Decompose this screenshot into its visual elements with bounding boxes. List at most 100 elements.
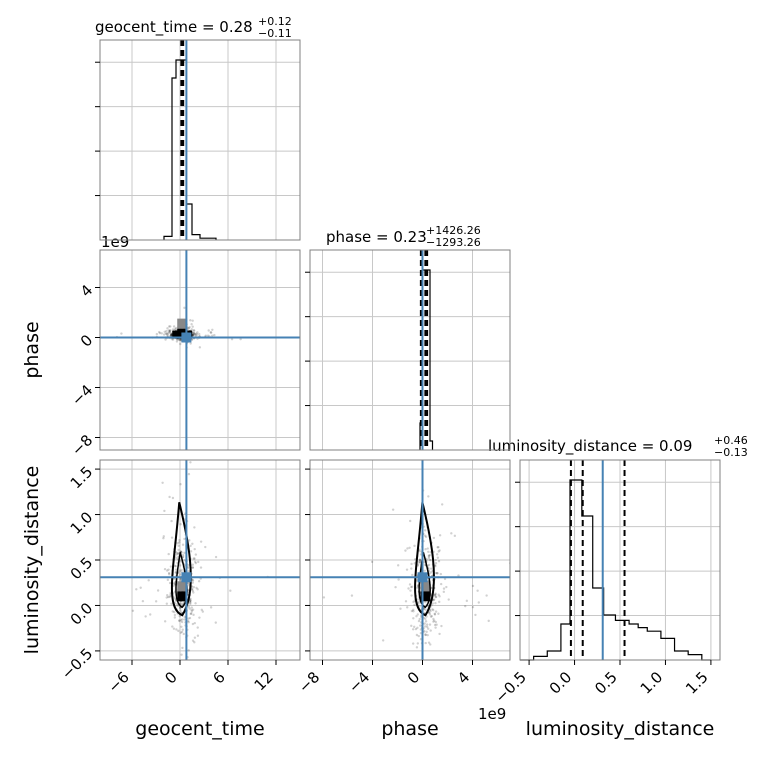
sample-point — [412, 608, 415, 612]
sample-point — [179, 338, 182, 342]
sample-point — [188, 599, 192, 602]
sample-point — [186, 619, 190, 623]
sample-point — [427, 550, 430, 553]
sample-point — [471, 584, 475, 588]
sample-point — [180, 568, 183, 572]
sample-point — [406, 547, 409, 550]
sample-point — [413, 625, 416, 629]
x-ticks-phase: −8 −4 0 4 — [295, 660, 473, 696]
x-tick-label: −8 — [295, 668, 323, 696]
sample-point — [180, 653, 183, 656]
sample-point — [181, 646, 184, 650]
sample-point — [413, 603, 416, 607]
sample-point — [423, 622, 426, 625]
sample-point — [396, 564, 400, 567]
sample-point — [434, 610, 438, 613]
title-phase-sub: −1293.26 — [426, 236, 481, 249]
sample-point — [391, 508, 395, 511]
sample-point — [405, 568, 409, 571]
sample-point — [168, 330, 171, 333]
sample-point — [170, 332, 173, 335]
x-tick-label: 0.5 — [591, 668, 621, 698]
y-tick-label: 0.5 — [67, 554, 97, 584]
sample-point — [191, 333, 195, 336]
sample-point — [207, 329, 210, 332]
sample-point — [170, 602, 173, 605]
scatter-panel-phase-luminosity_distance — [309, 459, 511, 667]
sample-point — [196, 588, 199, 591]
sample-point — [174, 326, 178, 330]
density-core — [420, 591, 431, 602]
x-tick-label: 0 — [161, 668, 180, 687]
sample-point — [199, 540, 203, 543]
scatter-points — [115, 306, 242, 349]
sample-point — [436, 571, 439, 575]
y-tick-label: −0.5 — [58, 645, 96, 683]
sample-point — [163, 330, 166, 334]
sample-point — [427, 563, 431, 567]
sample-point — [169, 334, 173, 337]
sample-point — [209, 331, 212, 334]
sample-point — [192, 329, 195, 332]
sample-point — [404, 549, 407, 552]
sample-point — [144, 615, 147, 618]
axes-frame — [99, 249, 301, 451]
density-shell — [177, 318, 188, 329]
sample-point — [419, 628, 423, 631]
sample-point — [417, 634, 420, 638]
sample-point — [436, 546, 439, 549]
sample-point — [211, 328, 214, 332]
sample-point — [426, 547, 429, 550]
sample-point — [408, 546, 411, 549]
sample-point — [431, 602, 434, 605]
sample-point — [429, 571, 433, 574]
sample-point — [166, 333, 169, 336]
sample-point — [438, 595, 441, 598]
sample-point — [464, 604, 467, 608]
sample-point — [191, 589, 194, 593]
sample-point — [434, 565, 437, 568]
sample-point — [174, 565, 177, 568]
sample-point — [439, 582, 443, 586]
sample-point — [433, 594, 437, 597]
sample-point — [181, 543, 185, 546]
sample-point — [196, 331, 199, 334]
sample-point — [434, 626, 437, 629]
scatter-points — [322, 489, 510, 667]
sample-point — [428, 623, 432, 626]
sample-point — [174, 568, 178, 571]
sample-point — [179, 631, 182, 634]
sample-point — [190, 338, 194, 342]
sample-point — [195, 333, 199, 336]
sample-point — [427, 641, 431, 644]
sample-point — [170, 519, 173, 523]
sample-point — [181, 628, 184, 631]
sample-point — [431, 608, 434, 611]
sample-point — [149, 613, 152, 616]
sample-point — [187, 570, 190, 573]
sample-point — [193, 621, 196, 625]
sample-point — [189, 550, 193, 553]
sample-point — [160, 332, 163, 335]
sample-point — [174, 665, 176, 667]
sample-point — [191, 581, 194, 584]
sample-point — [190, 323, 193, 326]
sample-point — [434, 558, 437, 562]
sample-point — [209, 606, 213, 609]
sample-point — [174, 327, 177, 331]
sample-point — [175, 628, 178, 631]
sample-point — [193, 526, 196, 529]
sample-point — [412, 600, 415, 604]
sample-point — [180, 620, 184, 624]
hist-panel-phase — [309, 249, 511, 451]
sample-point — [427, 556, 431, 560]
sample-point — [162, 535, 165, 538]
sample-point — [434, 620, 438, 624]
sample-point — [193, 641, 196, 644]
truth-marker — [417, 572, 428, 583]
y-tick-label: 4 — [77, 281, 96, 300]
title-phase-sup: +1426.26 — [426, 224, 481, 237]
sample-point — [418, 665, 420, 667]
sample-point — [189, 599, 192, 603]
